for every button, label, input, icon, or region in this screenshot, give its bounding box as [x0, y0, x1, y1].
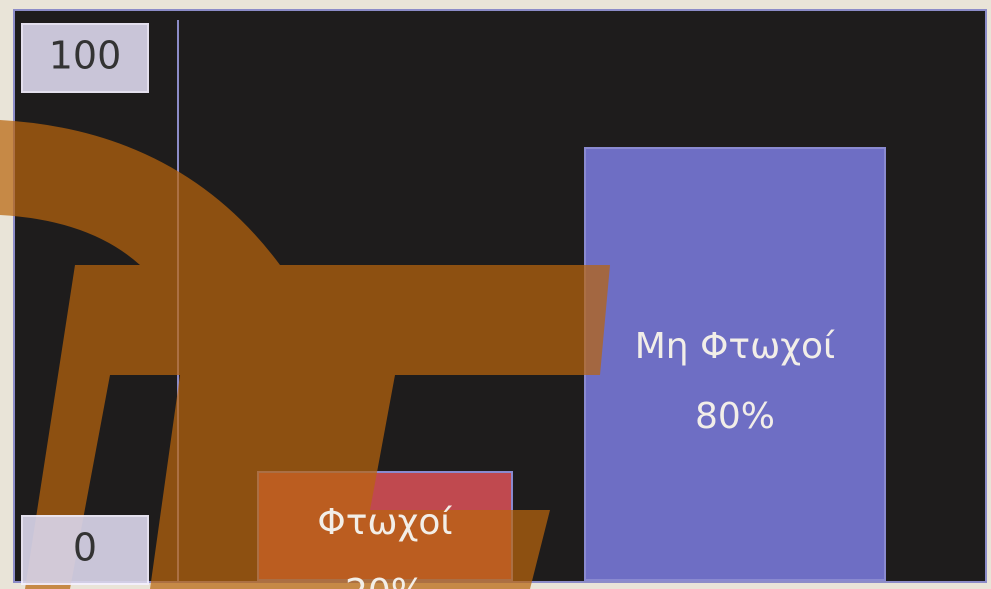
y-tick-box	[21, 515, 149, 585]
y-tick-label: 0	[73, 526, 97, 570]
y-tick-box	[21, 23, 149, 93]
category-label: Φτωχοί	[317, 502, 452, 543]
category-label: Μη Φτωχοί	[635, 326, 835, 367]
logo-shape	[0, 120, 610, 589]
value-label: 20%	[345, 572, 425, 589]
labels: 0 100 Φτωχοί 20% Μη Φτωχοί 80%	[21, 23, 835, 589]
value-label: 80%	[695, 396, 775, 437]
y-tick-label: 100	[49, 34, 122, 78]
logo-overlay	[0, 120, 610, 589]
bar	[584, 147, 886, 581]
